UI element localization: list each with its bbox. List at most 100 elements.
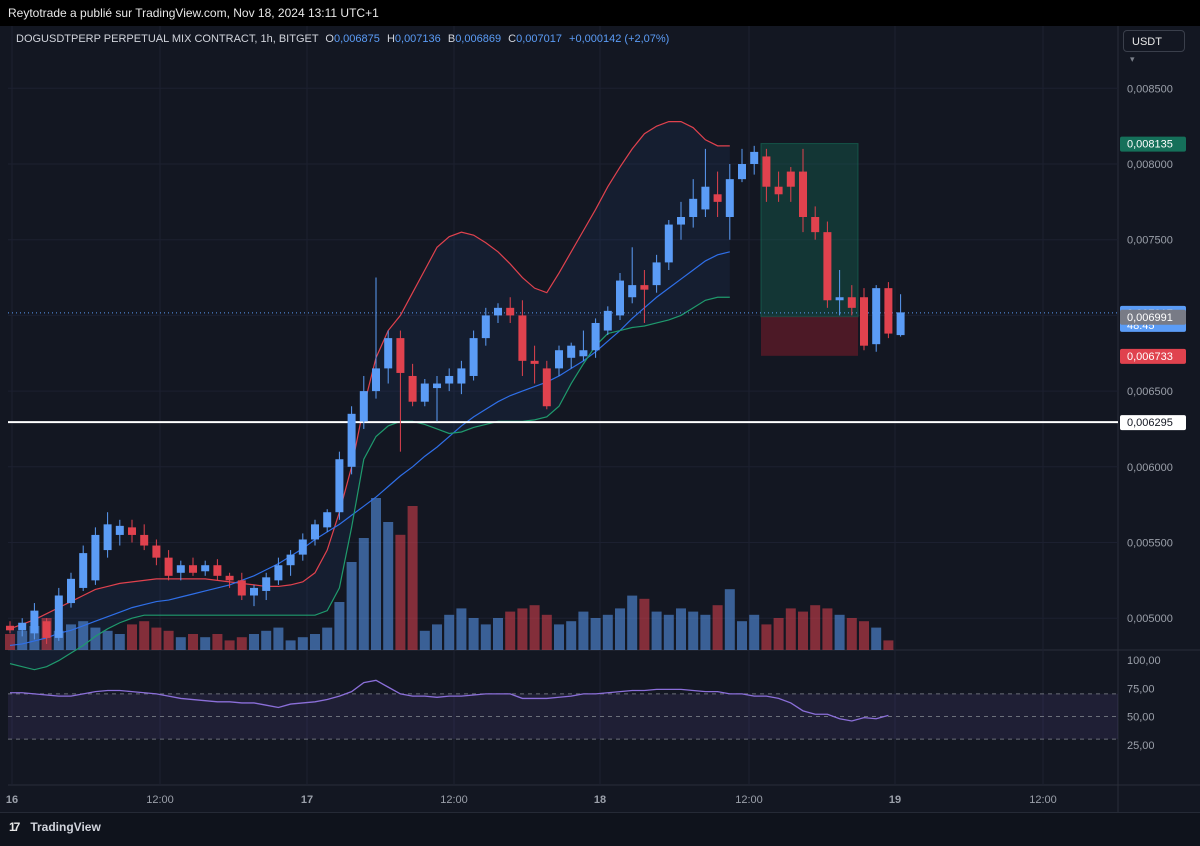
volume-bar <box>297 637 308 650</box>
candle-body <box>152 545 161 558</box>
volume-bar <box>114 634 125 650</box>
time-tick-label: 12:00 <box>1029 794 1057 806</box>
currency-selector[interactable]: USDT <box>1123 30 1185 52</box>
position-target-zone <box>760 143 859 318</box>
candle-body <box>18 622 27 631</box>
volume-bar <box>285 640 296 650</box>
price-label-target <box>1120 136 1186 152</box>
volume-bar <box>566 621 577 650</box>
price-tick-label: 0,008500 <box>1127 83 1173 95</box>
volume-bar <box>78 621 89 650</box>
volume-bar <box>700 614 711 650</box>
volume-bar <box>273 627 284 650</box>
candle-body <box>164 557 173 576</box>
volume-bar <box>798 611 808 650</box>
candle-body <box>347 413 356 467</box>
candle-body <box>567 345 576 358</box>
candle-body <box>469 338 478 376</box>
volume-bar <box>432 624 442 650</box>
candle-body <box>628 285 637 298</box>
open-label: O <box>325 33 334 45</box>
candle-body <box>30 610 39 634</box>
candle-body <box>555 350 563 369</box>
candle-body <box>323 512 332 528</box>
candle-body <box>201 565 210 572</box>
rsi-tick-label: 75,00 <box>1127 683 1155 695</box>
bollinger-upper-line <box>9 121 730 630</box>
volume-bar <box>822 608 833 650</box>
candle-body <box>189 565 197 573</box>
volume-bar <box>724 589 735 650</box>
time-tick-label: 12:00 <box>440 794 468 806</box>
volume-bar <box>578 611 589 650</box>
volume-bar <box>90 627 101 650</box>
volume-bar <box>261 630 272 650</box>
candle-body <box>6 625 14 631</box>
candle-body <box>847 297 856 308</box>
price-label-text: 0,006991 <box>1127 312 1173 324</box>
volume-bar <box>676 608 686 650</box>
candle-body <box>750 151 759 165</box>
time-tick-label: 16 <box>6 794 18 806</box>
candle-body <box>408 375 417 402</box>
bollinger-lower-line <box>9 296 730 671</box>
price-tick-label: 0,007500 <box>1127 235 1173 247</box>
volume-bar <box>163 630 174 650</box>
candle-body <box>640 285 649 290</box>
volume-bar <box>529 605 540 650</box>
candle-body <box>384 338 393 369</box>
price-chart[interactable]: 0,0085000,0080000,0075000,0070000,006500… <box>0 0 1200 812</box>
volume-bar <box>5 634 15 650</box>
candle-body <box>250 587 258 596</box>
candle-body <box>481 315 490 339</box>
candle-body <box>591 322 600 351</box>
symbol-title[interactable]: DOGUSDTPERP PERPETUAL MIX CONTRACT, 1h, … <box>16 33 319 45</box>
volume-bar <box>505 611 516 650</box>
candle-body <box>91 534 100 581</box>
volume-bar <box>66 624 76 650</box>
volume-bar <box>383 522 394 650</box>
symbol-legend: DOGUSDTPERP PERPETUAL MIX CONTRACT, 1h, … <box>16 33 669 45</box>
volume-bar <box>517 608 528 650</box>
candle-body <box>701 186 710 210</box>
low-value: 0,006869 <box>455 33 502 45</box>
candle-body <box>140 534 149 546</box>
volume-bar <box>334 602 345 650</box>
volume-bar <box>419 630 430 650</box>
volume-bar <box>188 634 198 650</box>
candle-body <box>823 232 832 301</box>
time-tick-label: 18 <box>594 794 606 806</box>
volume-bar <box>541 614 552 650</box>
candle-body <box>677 216 685 225</box>
candle-body <box>274 565 283 581</box>
price-label-entry <box>1120 309 1186 325</box>
candle-body <box>335 459 344 513</box>
volume-bar <box>249 634 259 650</box>
candle-body <box>774 186 783 195</box>
publish-text: Reytotrade a publié sur TradingView.com,… <box>8 6 379 20</box>
price-label-text: 0,008135 <box>1127 139 1173 151</box>
position-stop-zone <box>761 316 858 356</box>
candle-body <box>42 621 51 638</box>
open-value: 0,006875 <box>333 33 380 45</box>
chevron-down-icon[interactable]: ▾ <box>1130 54 1135 64</box>
time-tick-label: 19 <box>889 794 901 806</box>
candle-body <box>616 280 624 316</box>
tradingview-brand[interactable]: 17 TradingView <box>9 820 101 834</box>
volume-bar <box>480 624 491 650</box>
price-tick-label: 0,005500 <box>1127 538 1173 550</box>
volume-bar <box>712 605 723 650</box>
volume-bar <box>468 618 479 650</box>
volume-bar <box>175 637 186 650</box>
bollinger-middle-line <box>9 251 730 647</box>
candle-body <box>433 383 441 389</box>
volume-bar <box>17 630 28 650</box>
change-value: +0,000142 (+2,07%) <box>569 33 670 45</box>
rsi-tick-label: 50,00 <box>1127 712 1155 724</box>
candle-body <box>506 307 515 316</box>
high-value: 0,007136 <box>394 33 441 45</box>
volume-bar <box>358 538 369 650</box>
volume-bar <box>773 618 784 650</box>
candle-body <box>396 338 405 373</box>
volume-bar <box>102 630 113 650</box>
